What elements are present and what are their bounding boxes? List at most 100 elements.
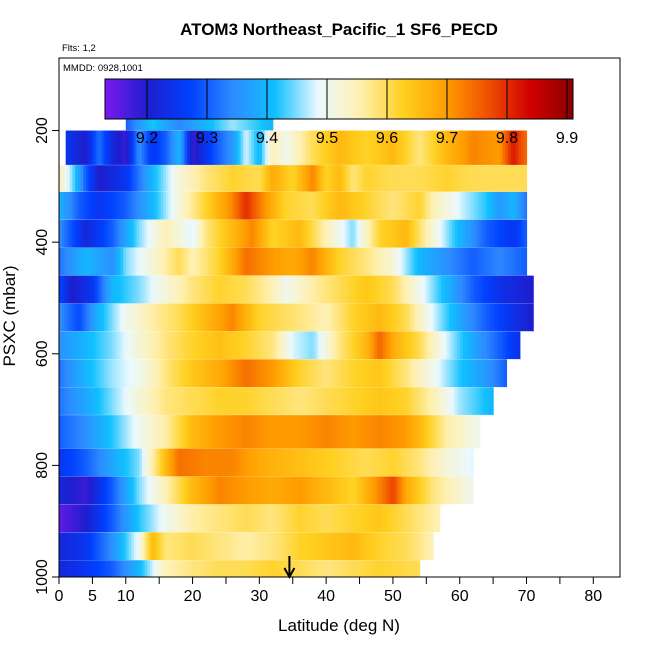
heatmap-cell [406, 191, 410, 220]
heatmap-cell [179, 130, 183, 166]
heatmap-cell [147, 448, 151, 477]
heatmap-cell [521, 130, 525, 166]
heatmap-cell [88, 415, 92, 449]
heatmap-cell [125, 532, 130, 561]
heatmap-cell [390, 359, 394, 388]
heatmap-cell [368, 387, 373, 416]
heatmap-cell [352, 219, 357, 248]
heatmap-cell [287, 331, 291, 360]
heatmap-cell [160, 560, 164, 577]
heatmap-cell [269, 303, 273, 332]
heatmap-cell [318, 303, 322, 332]
heatmap-cell [387, 415, 391, 449]
heatmap-cell [342, 130, 346, 166]
heatmap-cell [149, 359, 154, 388]
heatmap-cell [96, 415, 100, 449]
heatmap-cell [478, 331, 482, 360]
heatmap-cell [88, 448, 92, 477]
heatmap-cell [99, 275, 104, 304]
heatmap-cell [235, 448, 239, 477]
heatmap-cell [403, 476, 407, 505]
heatmap-cell [331, 560, 335, 577]
heatmap-cell [473, 303, 477, 332]
heatmap-cell [368, 560, 373, 577]
heatmap-cell [157, 130, 162, 166]
heatmap-cell [147, 476, 151, 505]
heatmap-cell [251, 448, 255, 477]
heatmap-cell [107, 331, 111, 360]
heatmap-cell [294, 560, 298, 577]
heatmap-cell [403, 130, 407, 166]
heatmap-cell [78, 130, 82, 166]
heatmap-cell [69, 504, 73, 533]
heatmap-cell [147, 191, 151, 220]
heatmap-cell [96, 130, 100, 166]
heatmap-cell [149, 247, 154, 276]
heatmap-cell [83, 504, 87, 533]
heatmap-cell [136, 191, 140, 220]
heatmap-cell [291, 219, 295, 248]
heatmap-cell [229, 191, 234, 220]
heatmap-cell [312, 504, 317, 533]
heatmap-cell [107, 448, 111, 477]
heatmap-cell [219, 448, 223, 477]
heatmap-cell [152, 359, 156, 388]
heatmap-cell [272, 560, 276, 577]
heatmap-cell [328, 247, 333, 276]
heatmap-cell [264, 275, 268, 304]
heatmap-cell [96, 331, 100, 360]
heatmap-cell [155, 331, 159, 360]
heatmap-cell [424, 532, 429, 561]
heatmap-cell [211, 560, 215, 577]
heatmap-cell [107, 359, 111, 388]
heatmap-cell [486, 130, 490, 166]
heatmap-cell [352, 247, 357, 276]
heatmap-cell [107, 219, 111, 248]
heatmap-cell [115, 476, 119, 505]
heatmap-cell [323, 448, 327, 477]
heatmap-cell [486, 165, 490, 192]
heatmap-cell [395, 415, 399, 449]
heatmap-cell [107, 247, 111, 276]
heatmap-cell [96, 165, 100, 192]
heatmap-cell [459, 130, 463, 166]
heatmap-cell [123, 303, 127, 332]
heatmap-cell [318, 275, 322, 304]
heatmap-cell [457, 191, 461, 220]
heatmap-cell [267, 219, 271, 248]
heatmap-cell [395, 448, 399, 477]
heatmap-cell [497, 219, 501, 248]
heatmap-cell [203, 560, 207, 577]
heatmap-cell [336, 191, 341, 220]
heatmap-cell [173, 560, 178, 577]
heatmap-cell [262, 359, 266, 388]
heatmap-cell [305, 165, 309, 192]
x-axis: 0 5 10 20 30 40 50 60 70 80 [55, 577, 602, 605]
heatmap-cell [139, 191, 143, 220]
heatmap-cell [358, 303, 362, 332]
heatmap-cell [512, 331, 516, 360]
heatmap-cell [368, 359, 373, 388]
heatmap-cell [408, 504, 413, 533]
heatmap-cell [195, 504, 199, 533]
heatmap-cell [157, 560, 162, 577]
heatmap-cell [355, 130, 359, 166]
heatmap-cell [376, 165, 381, 192]
heatmap-cell [467, 275, 471, 304]
heatmap-cell [187, 331, 191, 360]
heatmap-cell [139, 504, 143, 533]
heatmap-cell [286, 303, 291, 332]
heatmap-cell [320, 448, 325, 477]
heatmap-cell [67, 247, 71, 276]
heatmap-cell [254, 504, 258, 533]
heatmap-cell [72, 331, 76, 360]
heatmap-cell [414, 532, 418, 561]
heatmap-cell [427, 303, 431, 332]
heatmap-cell [251, 303, 255, 332]
heatmap-cell [403, 165, 407, 192]
heatmap-cell [368, 532, 373, 561]
heatmap-cell [275, 331, 279, 360]
heatmap-cell [77, 387, 81, 416]
heatmap-cell [195, 303, 199, 332]
heatmap-cell [205, 415, 210, 449]
